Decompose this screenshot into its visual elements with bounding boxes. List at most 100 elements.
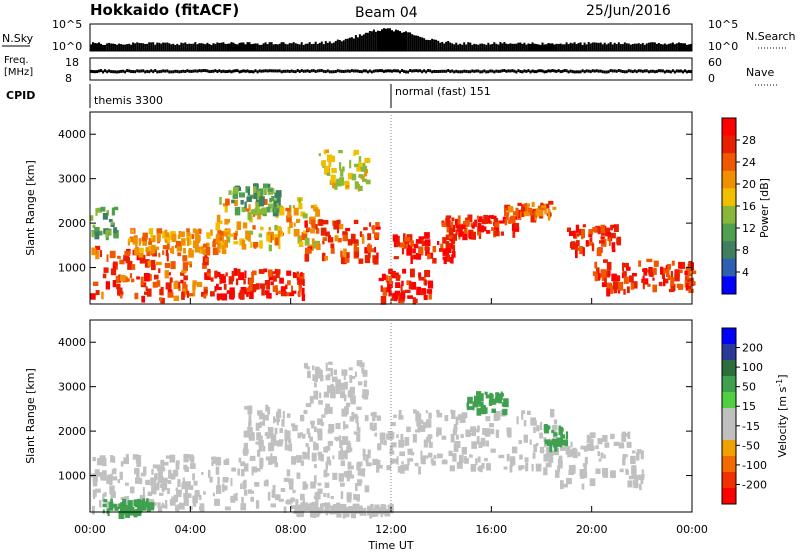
nsky-bar <box>688 44 690 51</box>
data-cell <box>600 269 607 278</box>
data-cell <box>538 209 544 217</box>
colorbar-swatch <box>722 170 736 189</box>
data-cell <box>321 160 326 166</box>
nsky-bar <box>433 39 436 51</box>
data-cell <box>606 231 611 236</box>
data-cell <box>265 479 269 487</box>
data-cell <box>642 275 645 281</box>
data-cell <box>102 503 107 508</box>
freq-bar <box>579 70 582 74</box>
colorbar-swatch <box>722 360 736 377</box>
data-cell <box>315 209 321 217</box>
data-cell <box>445 234 451 241</box>
freq-bar <box>116 70 119 74</box>
data-cell <box>157 470 161 477</box>
data-cell <box>169 454 176 463</box>
data-cell <box>292 205 295 209</box>
data-cell <box>301 294 306 301</box>
data-cell <box>123 254 129 261</box>
colorbar-swatch <box>722 456 736 473</box>
data-cell <box>368 250 371 258</box>
data-cell <box>166 243 170 250</box>
data-cell <box>287 280 291 286</box>
freq-bar <box>469 70 472 74</box>
data-cell <box>207 268 211 273</box>
data-cell <box>138 251 144 258</box>
data-cell <box>471 441 477 449</box>
nsky-bar <box>621 44 624 51</box>
data-cell <box>212 456 217 464</box>
colorbar-tick-label: 16 <box>742 200 756 213</box>
nsky-bar <box>505 43 508 51</box>
data-cell <box>179 502 185 510</box>
data-cell <box>363 393 369 400</box>
data-cell <box>343 248 347 258</box>
data-cell <box>225 272 228 277</box>
data-cell <box>336 178 342 187</box>
data-cell <box>349 386 355 395</box>
data-cell <box>208 469 211 478</box>
freq-bar <box>218 69 221 73</box>
freq-bar <box>573 70 576 74</box>
freq-bar <box>346 69 349 73</box>
data-cell <box>224 231 230 235</box>
data-cell <box>356 497 360 502</box>
nsky-bar <box>90 44 92 51</box>
data-cell <box>217 220 223 225</box>
nsky-bar <box>383 28 385 51</box>
data-cell <box>364 254 371 264</box>
data-cell <box>588 229 594 235</box>
freq-bar <box>645 69 648 73</box>
data-cell <box>110 221 114 225</box>
data-cell <box>560 442 566 446</box>
freq-bar <box>481 70 484 74</box>
nsky-bar <box>423 38 426 51</box>
data-cell <box>273 203 277 213</box>
nsky-bar <box>497 44 500 51</box>
data-cell <box>588 232 593 238</box>
data-cell <box>182 284 188 292</box>
data-cell <box>585 240 589 247</box>
nsky-bar <box>306 43 309 51</box>
data-cell <box>215 222 220 231</box>
data-cell <box>356 406 362 410</box>
data-cell <box>275 271 280 279</box>
data-cell <box>153 502 157 506</box>
data-cell <box>337 238 342 243</box>
data-cell <box>288 481 294 490</box>
data-cell <box>194 490 200 496</box>
data-cell <box>143 503 148 507</box>
data-cell <box>273 275 277 282</box>
data-cell <box>250 496 254 502</box>
nsky-bar <box>379 31 381 51</box>
nsky-bar <box>290 43 293 51</box>
data-cell <box>277 408 281 413</box>
data-cell <box>336 390 340 395</box>
data-cell <box>612 281 619 290</box>
data-cell <box>154 483 158 491</box>
data-cell <box>297 279 303 285</box>
nsky-bar <box>166 42 169 51</box>
nsky-bar <box>258 44 261 51</box>
nsky-bar <box>519 42 522 51</box>
data-cell <box>253 186 257 193</box>
data-cell <box>443 256 447 265</box>
data-cell <box>140 276 144 286</box>
data-cell <box>283 477 290 482</box>
data-cell <box>436 427 442 436</box>
data-cell <box>432 258 437 264</box>
data-cell <box>124 250 131 257</box>
nsky-bar <box>196 44 199 51</box>
freq-bar <box>429 69 432 73</box>
nsky-bar <box>447 41 450 51</box>
data-cell <box>534 214 537 221</box>
freq-bar <box>208 70 211 74</box>
nsky-bar <box>573 42 576 51</box>
nsky-bar <box>567 44 570 51</box>
nsky-bar <box>429 40 432 51</box>
data-cell <box>134 292 139 300</box>
data-cell <box>325 446 331 451</box>
data-cell <box>271 195 275 201</box>
data-cell <box>623 262 629 268</box>
data-cell <box>148 241 152 245</box>
